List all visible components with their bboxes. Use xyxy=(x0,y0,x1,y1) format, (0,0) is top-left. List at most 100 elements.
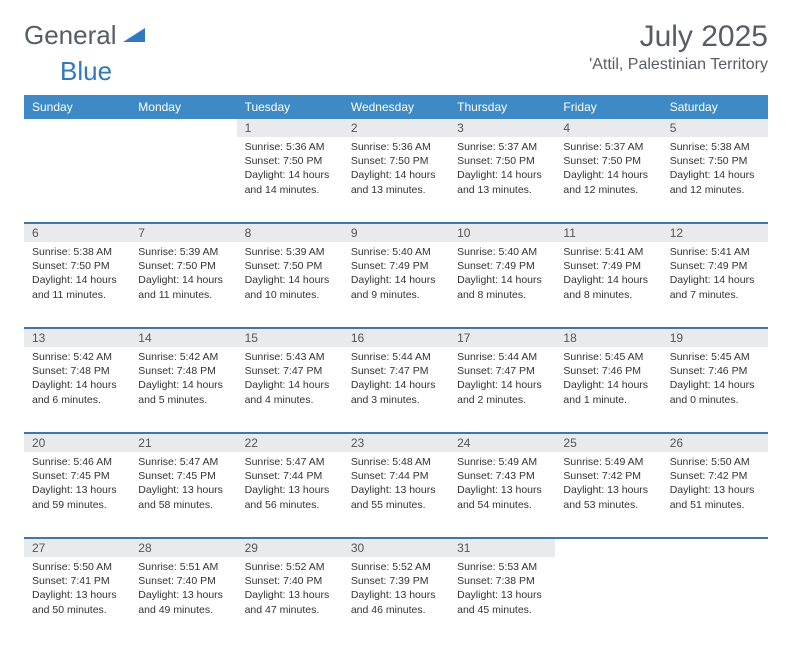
sunset-line: Sunset: 7:43 PM xyxy=(457,469,547,483)
day-cell-body: Sunrise: 5:52 AMSunset: 7:40 PMDaylight:… xyxy=(237,557,343,623)
day-number: 9 xyxy=(343,223,449,242)
day-cell-body: Sunrise: 5:41 AMSunset: 7:49 PMDaylight:… xyxy=(662,242,768,308)
day-cell-body: Sunrise: 5:37 AMSunset: 7:50 PMDaylight:… xyxy=(555,137,661,203)
day-cell-body: Sunrise: 5:39 AMSunset: 7:50 PMDaylight:… xyxy=(130,242,236,308)
sunset-line: Sunset: 7:50 PM xyxy=(245,259,335,273)
sunrise-line: Sunrise: 5:49 AM xyxy=(563,455,653,469)
daylight-line: Daylight: 14 hours and 8 minutes. xyxy=(457,273,547,301)
day-cell: Sunrise: 5:51 AMSunset: 7:40 PMDaylight:… xyxy=(130,557,236,643)
day-number: 24 xyxy=(449,433,555,452)
day-cell-body: Sunrise: 5:48 AMSunset: 7:44 PMDaylight:… xyxy=(343,452,449,518)
day-cell: Sunrise: 5:42 AMSunset: 7:48 PMDaylight:… xyxy=(130,347,236,433)
sunrise-line: Sunrise: 5:45 AM xyxy=(670,350,760,364)
sunset-line: Sunset: 7:50 PM xyxy=(351,154,441,168)
day-cell-body: Sunrise: 5:47 AMSunset: 7:45 PMDaylight:… xyxy=(130,452,236,518)
sunrise-line: Sunrise: 5:42 AM xyxy=(32,350,122,364)
day-number: 7 xyxy=(130,223,236,242)
sunset-line: Sunset: 7:49 PM xyxy=(670,259,760,273)
sunrise-line: Sunrise: 5:50 AM xyxy=(32,560,122,574)
day-cell: Sunrise: 5:44 AMSunset: 7:47 PMDaylight:… xyxy=(449,347,555,433)
day-cell: Sunrise: 5:52 AMSunset: 7:39 PMDaylight:… xyxy=(343,557,449,643)
day-cell-body: Sunrise: 5:45 AMSunset: 7:46 PMDaylight:… xyxy=(555,347,661,413)
day-number: 1 xyxy=(237,119,343,137)
day-cell-body: Sunrise: 5:41 AMSunset: 7:49 PMDaylight:… xyxy=(555,242,661,308)
empty-cell xyxy=(24,119,130,137)
sunrise-line: Sunrise: 5:40 AM xyxy=(351,245,441,259)
month-title: July 2025 xyxy=(589,20,768,54)
sunrise-line: Sunrise: 5:47 AM xyxy=(138,455,228,469)
day-number: 11 xyxy=(555,223,661,242)
calendar-table: Sunday Monday Tuesday Wednesday Thursday… xyxy=(24,95,768,643)
sunrise-line: Sunrise: 5:36 AM xyxy=(351,140,441,154)
brand-part1: General xyxy=(24,20,117,51)
empty-cell xyxy=(662,538,768,557)
day-cell-body: Sunrise: 5:39 AMSunset: 7:50 PMDaylight:… xyxy=(237,242,343,308)
brand-part2: Blue xyxy=(60,56,112,86)
day-cell: Sunrise: 5:40 AMSunset: 7:49 PMDaylight:… xyxy=(343,242,449,328)
day-cell-body: Sunrise: 5:42 AMSunset: 7:48 PMDaylight:… xyxy=(24,347,130,413)
day-number: 4 xyxy=(555,119,661,137)
daylight-line: Daylight: 14 hours and 13 minutes. xyxy=(457,168,547,196)
sunrise-line: Sunrise: 5:37 AM xyxy=(457,140,547,154)
daylight-line: Daylight: 14 hours and 9 minutes. xyxy=(351,273,441,301)
sunrise-line: Sunrise: 5:49 AM xyxy=(457,455,547,469)
day-cell-body: Sunrise: 5:51 AMSunset: 7:40 PMDaylight:… xyxy=(130,557,236,623)
brand-triangle-icon xyxy=(123,24,145,47)
sunset-line: Sunset: 7:40 PM xyxy=(138,574,228,588)
sunrise-line: Sunrise: 5:50 AM xyxy=(670,455,760,469)
sunrise-line: Sunrise: 5:37 AM xyxy=(563,140,653,154)
day-number: 17 xyxy=(449,328,555,347)
daylight-line: Daylight: 14 hours and 2 minutes. xyxy=(457,378,547,406)
sunset-line: Sunset: 7:39 PM xyxy=(351,574,441,588)
day-cell: Sunrise: 5:38 AMSunset: 7:50 PMDaylight:… xyxy=(24,242,130,328)
daynum-row: 2728293031 xyxy=(24,538,768,557)
daylight-line: Daylight: 14 hours and 5 minutes. xyxy=(138,378,228,406)
daylight-line: Daylight: 13 hours and 58 minutes. xyxy=(138,483,228,511)
day-number: 2 xyxy=(343,119,449,137)
sunset-line: Sunset: 7:45 PM xyxy=(138,469,228,483)
day-number: 19 xyxy=(662,328,768,347)
weekday-header: Tuesday xyxy=(237,95,343,119)
day-cell: Sunrise: 5:47 AMSunset: 7:44 PMDaylight:… xyxy=(237,452,343,538)
daylight-line: Daylight: 13 hours and 46 minutes. xyxy=(351,588,441,616)
day-cell-body: Sunrise: 5:36 AMSunset: 7:50 PMDaylight:… xyxy=(343,137,449,203)
sunrise-line: Sunrise: 5:46 AM xyxy=(32,455,122,469)
sunset-line: Sunset: 7:47 PM xyxy=(245,364,335,378)
empty-cell xyxy=(555,538,661,557)
day-cell-body: Sunrise: 5:44 AMSunset: 7:47 PMDaylight:… xyxy=(343,347,449,413)
day-cell-body: Sunrise: 5:50 AMSunset: 7:42 PMDaylight:… xyxy=(662,452,768,518)
day-cell: Sunrise: 5:50 AMSunset: 7:41 PMDaylight:… xyxy=(24,557,130,643)
week-row: Sunrise: 5:46 AM Sunset: 7:45 PMDaylight:… xyxy=(24,452,768,538)
daylight-line: Daylight: 14 hours and 14 minutes. xyxy=(245,168,335,196)
day-cell-body: Sunrise: 5:49 AMSunset: 7:43 PMDaylight:… xyxy=(449,452,555,518)
sunset-line: Sunset: 7:50 PM xyxy=(670,154,760,168)
brand-logo: General xyxy=(24,20,147,51)
day-number: 23 xyxy=(343,433,449,452)
day-cell-body: Sunrise: 5:52 AMSunset: 7:39 PMDaylight:… xyxy=(343,557,449,623)
daylight-line: Daylight: 14 hours and 13 minutes. xyxy=(351,168,441,196)
empty-cell xyxy=(555,557,661,643)
sunrise-line: Sunrise: 5:40 AM xyxy=(457,245,547,259)
day-cell-body: Sunrise: 5:43 AMSunset: 7:47 PMDaylight:… xyxy=(237,347,343,413)
daynum-row: 12345 xyxy=(24,119,768,137)
day-cell: Sunrise: 5:42 AMSunset: 7:48 PMDaylight:… xyxy=(24,347,130,433)
sunset-line: Sunset: 7:38 PM xyxy=(457,574,547,588)
day-number: 22 xyxy=(237,433,343,452)
week-row: Sunrise: 5:50 AMSunset: 7:41 PMDaylight:… xyxy=(24,557,768,643)
day-cell-body: Sunrise: 5:46 AMSunset: 7:45 PMDaylight:… xyxy=(24,452,130,518)
day-cell: Sunrise: 5:43 AMSunset: 7:47 PMDaylight:… xyxy=(237,347,343,433)
day-cell: Sunrise: 5:47 AMSunset: 7:45 PMDaylight:… xyxy=(130,452,236,538)
sunset-line: Sunset: 7:42 PM xyxy=(670,469,760,483)
empty-cell xyxy=(130,137,236,223)
sunset-line: Sunset: 7:49 PM xyxy=(457,259,547,273)
sunrise-line: Sunrise: 5:39 AM xyxy=(245,245,335,259)
day-number: 26 xyxy=(662,433,768,452)
day-number: 16 xyxy=(343,328,449,347)
daylight-line: Daylight: 14 hours and 3 minutes. xyxy=(351,378,441,406)
sunrise-line: Sunrise: 5:42 AM xyxy=(138,350,228,364)
weekday-header: Wednesday xyxy=(343,95,449,119)
daylight-line: Daylight: 14 hours and 8 minutes. xyxy=(563,273,653,301)
day-cell: Sunrise: 5:52 AMSunset: 7:40 PMDaylight:… xyxy=(237,557,343,643)
day-number: 31 xyxy=(449,538,555,557)
day-number: 8 xyxy=(237,223,343,242)
